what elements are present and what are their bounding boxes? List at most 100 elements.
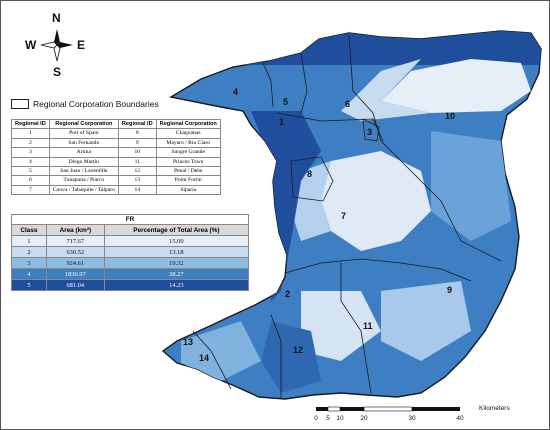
table-row: 1 717.67 15.00 <box>11 235 250 247</box>
region-name: Tunapuna / Piarco <box>48 175 119 186</box>
region-label-4: 4 <box>233 87 238 97</box>
region-name: Sangre Grande <box>155 147 221 158</box>
fr-class-table: FR Class Area (km²) Percentage of Total … <box>11 214 250 291</box>
region-label-1: 1 <box>279 117 284 127</box>
region-id: 8 <box>117 128 157 139</box>
fr-class-cell: 3 <box>11 257 47 269</box>
zone-class-2-northeast <box>341 59 431 121</box>
region-name: Point Fortin <box>155 175 221 186</box>
region-label-9: 9 <box>447 285 452 295</box>
region-label-3: 3 <box>367 127 372 137</box>
table-row: 2 San Fernando 9 Mayaro / Rio Claro <box>11 137 221 149</box>
header-area: Area (km²) <box>45 224 105 236</box>
region-name: Port of Spain <box>48 128 119 139</box>
region-id: 5 <box>11 166 50 177</box>
region-id: 11 <box>117 156 157 168</box>
zone-class-1-northeast <box>381 59 531 113</box>
boundary-13-14 <box>192 330 232 390</box>
table-row: 5 San Juan / Laventille 12 Penal / Debe <box>11 166 221 177</box>
region-name: Mayaro / Rio Claro <box>155 137 221 149</box>
table-row: 4 Diego Martin 11 Princes Town <box>11 156 221 168</box>
region-label-10: 10 <box>445 111 455 121</box>
region-name: Chaguanas <box>155 128 221 139</box>
region-id: 6 <box>11 175 50 186</box>
fr-class-cell: 4 <box>11 268 47 280</box>
table-row: 5 681.04 14.23 <box>11 279 250 291</box>
fr-class-cell: 5 <box>11 279 47 291</box>
zone-class-1-south <box>301 291 381 361</box>
fr-class-cell: 1 <box>11 235 47 247</box>
regional-corporation-table: Regional ID Regional Corporation Regiona… <box>11 118 221 196</box>
region-id: 10 <box>117 147 157 158</box>
table-row: 7 Couva / Tabaquite / Talparo 14 Siparia <box>11 184 221 196</box>
header-regional-corporation: Regional Corporation <box>48 118 119 130</box>
compass-letter-south: S <box>53 65 62 79</box>
table-row: 2 630.52 13.18 <box>11 246 250 258</box>
header-regional-corporation: Regional Corporation <box>155 118 221 130</box>
region-id: 3 <box>11 147 50 158</box>
header-percentage: Percentage of Total Area (%) <box>103 224 250 236</box>
scale-tick-label: 20 <box>360 415 368 422</box>
scale-tick-label: 40 <box>456 415 464 422</box>
region-labels: 1 2 3 4 5 6 7 8 9 10 11 12 13 14 <box>183 87 455 363</box>
region-name: Penal / Debe <box>155 166 221 177</box>
region-name: San Juan / Laventille <box>48 166 119 177</box>
header-regional-id: Regional ID <box>117 118 157 130</box>
region-id: 2 <box>11 137 50 149</box>
region-id: 13 <box>117 175 157 186</box>
region-label-7: 7 <box>341 211 346 221</box>
fr-header-row: Class Area (km²) Percentage of Total Are… <box>11 224 250 236</box>
scale-bar-segment <box>412 407 460 411</box>
compass-letter-east: E <box>77 38 86 52</box>
fr-percentage-cell: 14.23 <box>103 279 250 291</box>
fr-area-cell: 924.61 <box>45 257 105 269</box>
table-row: 1 Port of Spain 8 Chaguanas <box>11 128 221 139</box>
table-row: 4 1830.97 38.27 <box>11 268 250 280</box>
region-name: San Fernando <box>48 137 119 149</box>
fr-area-cell: 717.67 <box>45 235 105 247</box>
scale-tick-label: 10 <box>336 415 344 422</box>
scale-bar-segment <box>340 407 364 411</box>
region-name: Couva / Tabaquite / Talparo <box>48 184 119 196</box>
scale-bar <box>316 406 460 412</box>
boundary-legend: Regional Corporation Boundaries <box>11 99 159 109</box>
boundary-5-6 <box>300 52 308 114</box>
region-label-13: 13 <box>183 337 193 347</box>
boundary-7-south <box>284 258 472 282</box>
boundary-legend-label: Regional Corporation Boundaries <box>33 99 159 109</box>
scale-unit-label: Kilometers <box>479 405 510 412</box>
fr-percentage-cell: 13.18 <box>103 246 250 258</box>
region-label-14: 14 <box>199 353 209 363</box>
region-id: 12 <box>117 166 157 177</box>
zone-class-3-east <box>431 131 511 241</box>
region-label-11: 11 <box>363 321 373 331</box>
compass-letter-north: N <box>52 11 61 25</box>
boundary-10-central <box>380 140 502 262</box>
boundary-4-5 <box>262 62 274 108</box>
region-label-6: 6 <box>345 99 350 109</box>
region-name: Siparia <box>155 184 221 196</box>
zone-class-4-southcentral <box>261 321 321 393</box>
fr-percentage-cell: 38.27 <box>103 268 250 280</box>
zone-class-5-north <box>163 31 541 65</box>
header-regional-id: Regional ID <box>11 118 50 130</box>
fr-area-cell: 681.04 <box>45 279 105 291</box>
fr-area-cell: 1830.97 <box>45 268 105 280</box>
fr-percentage-cell: 19.32 <box>103 257 250 269</box>
scale-tick-label: 5 <box>326 415 330 422</box>
compass-letter-west: W <box>25 38 37 52</box>
boundary-legend-swatch <box>11 99 29 109</box>
fr-percentage-cell: 15.00 <box>103 235 250 247</box>
compass-north-point <box>54 29 60 45</box>
table-row: 6 Tunapuna / Piarco 13 Point Fortin <box>11 175 221 186</box>
region-name: Arima <box>48 147 119 158</box>
compass-east-point <box>57 42 73 48</box>
region-id: 7 <box>11 184 50 196</box>
boundary-8 <box>290 156 334 202</box>
fr-table-title: FR <box>11 214 249 225</box>
fr-title-row: FR <box>11 214 249 225</box>
boundary-11 <box>340 263 372 394</box>
table-row: 3 924.61 19.32 <box>11 257 250 269</box>
boundary-north-central <box>276 112 384 142</box>
